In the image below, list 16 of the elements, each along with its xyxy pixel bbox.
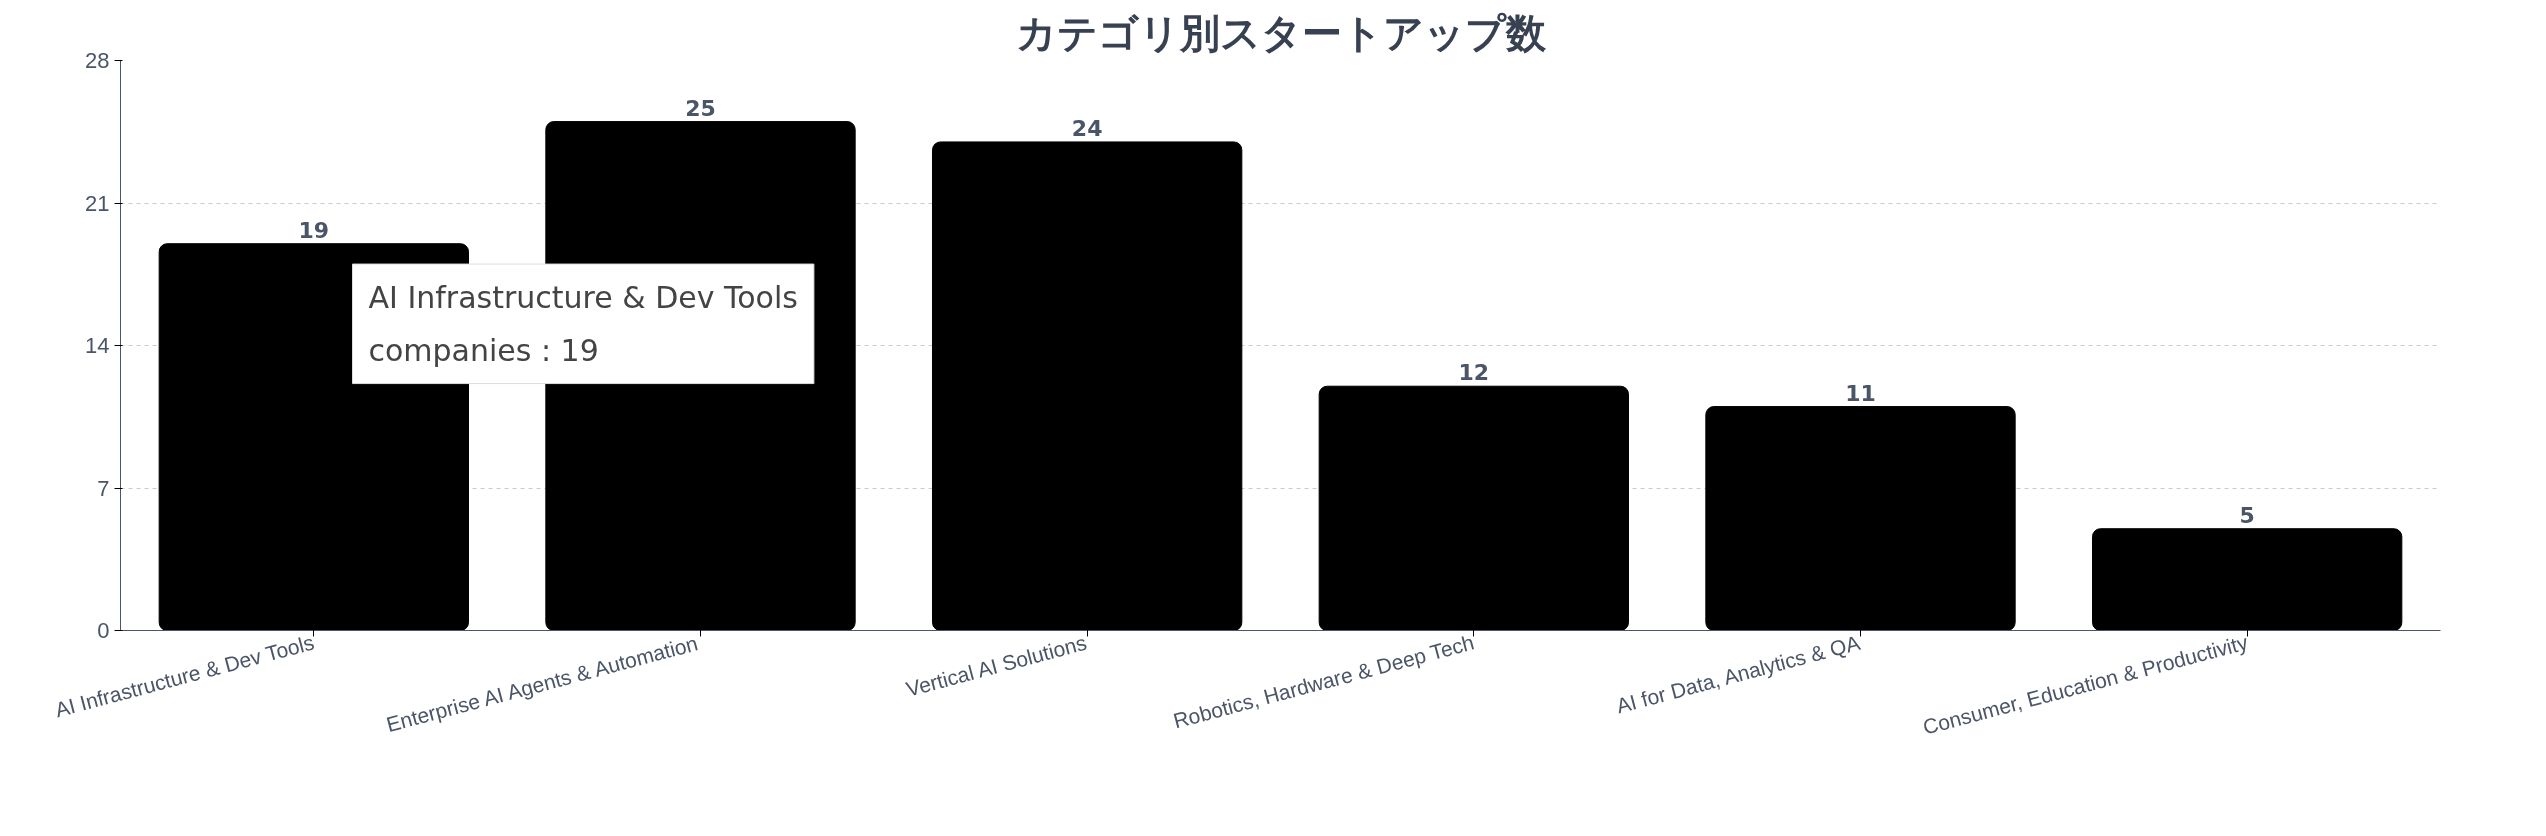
- data-label: 11: [1845, 380, 1876, 406]
- data-label: 25: [685, 95, 716, 121]
- x-tick-label: Vertical AI Solutions: [903, 630, 1090, 701]
- data-label: 5: [2239, 502, 2255, 528]
- data-label: 24: [1071, 115, 1103, 141]
- y-tick-label: 0: [97, 618, 110, 643]
- chart-title: カテゴリ別スタートアップ数: [1015, 9, 1547, 56]
- data-label: 12: [1458, 360, 1490, 386]
- y-tick-label: 21: [85, 190, 110, 216]
- x-tick-label: Robotics, Hardware & Deep Tech: [1170, 630, 1477, 733]
- x-tick-label: AI for Data, Analytics & QA: [1613, 630, 1863, 718]
- y-tick-label: 28: [85, 48, 110, 73]
- data-label: 19: [298, 217, 330, 243]
- y-tick-label: 14: [85, 333, 110, 358]
- y-tick-label: 7: [97, 475, 110, 501]
- annotation: AI Infrastructure & Dev Tools companies : 19: [368, 280, 798, 368]
